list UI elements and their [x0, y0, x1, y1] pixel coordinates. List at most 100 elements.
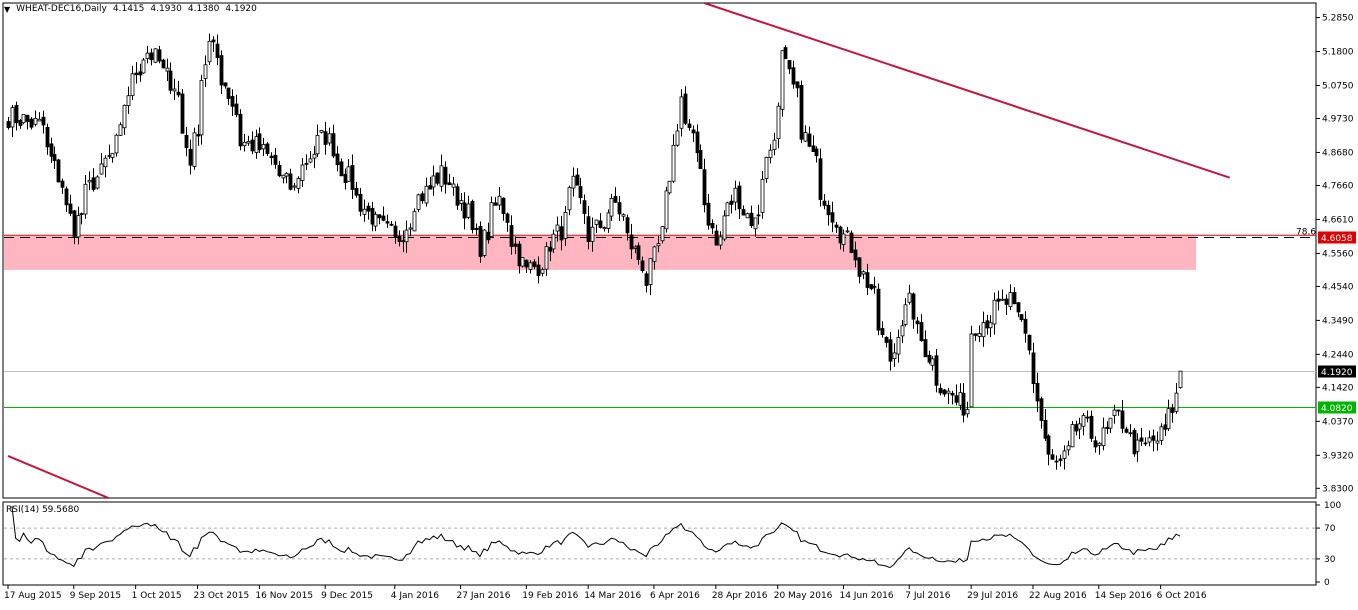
candle	[551, 229, 556, 253]
candle	[1043, 409, 1048, 442]
price-tick-label: 4.8680	[1322, 148, 1354, 158]
candle	[25, 114, 30, 130]
candle-body	[482, 229, 487, 256]
close-value: 4.1920	[225, 4, 257, 14]
candle-body	[300, 164, 305, 181]
candle	[830, 201, 835, 233]
candle	[1039, 396, 1044, 429]
trendline-1	[703, 3, 1231, 179]
candle	[636, 242, 641, 265]
price-tick-label: 4.4540	[1322, 282, 1354, 292]
candle-body	[1124, 428, 1129, 433]
candle-body	[366, 205, 371, 212]
candle	[172, 78, 177, 100]
candle	[822, 194, 827, 210]
candle	[520, 257, 525, 268]
candle-body	[644, 273, 649, 286]
candle-body	[192, 132, 197, 167]
candle-body	[857, 257, 862, 277]
candle-body	[261, 144, 266, 150]
candle-body	[358, 193, 363, 212]
candle-body	[911, 293, 916, 320]
candle	[652, 245, 657, 270]
candle	[242, 133, 247, 152]
candle-body	[636, 245, 641, 261]
candle-body	[21, 114, 26, 124]
candle-body	[865, 272, 870, 288]
candle-body	[505, 213, 510, 223]
candle	[598, 213, 603, 229]
candle	[880, 321, 885, 338]
candle-body	[745, 213, 750, 219]
candle-body	[138, 71, 143, 76]
time-tick-label: 14 Jun 2016	[839, 591, 893, 601]
open-value: 4.1415	[112, 4, 145, 14]
candle	[942, 388, 947, 397]
candle-body	[532, 261, 537, 267]
candle-body	[838, 226, 843, 244]
candle	[617, 196, 622, 222]
time-tick-label: 29 Jul 2016	[967, 591, 1018, 601]
candle	[404, 220, 409, 253]
candle	[393, 221, 398, 244]
candle-body	[1031, 352, 1036, 385]
symbol-label: WHEAT-DEC16,Daily	[16, 4, 107, 14]
candle-body	[749, 212, 754, 226]
candle-body	[304, 162, 309, 165]
candle	[45, 123, 50, 155]
candle-body	[1046, 435, 1051, 455]
candle-body	[876, 288, 881, 331]
candle	[451, 177, 456, 196]
candle-body	[1093, 440, 1098, 448]
candle	[443, 161, 448, 194]
candle-body	[869, 284, 874, 290]
candle-body	[56, 159, 61, 183]
candle-body	[188, 148, 193, 166]
candle-body	[478, 226, 483, 257]
candle-body	[246, 140, 251, 144]
candle	[582, 194, 587, 224]
candle-body	[602, 227, 607, 229]
candle-body	[714, 230, 719, 246]
candle	[586, 205, 591, 250]
candle-body	[811, 145, 816, 153]
candle	[1159, 423, 1164, 446]
level-tag-78.6	[1318, 231, 1356, 244]
candle-body	[691, 129, 696, 134]
candles-layer	[6, 33, 1183, 470]
candle	[660, 225, 665, 244]
candle	[377, 214, 382, 225]
candle-body	[617, 202, 622, 215]
candle	[710, 219, 715, 235]
candle-body	[988, 322, 993, 329]
candle	[664, 186, 669, 233]
candle-body	[273, 154, 278, 165]
candle	[110, 152, 115, 163]
time-tick-label: 4 Jan 2016	[391, 591, 439, 601]
candle-body	[79, 213, 84, 216]
candle-body	[1128, 432, 1133, 435]
candle-body	[741, 209, 746, 216]
candle	[439, 154, 444, 192]
candle-body	[455, 186, 460, 206]
candle	[1128, 424, 1133, 437]
candle-body	[544, 246, 549, 270]
candle-body	[536, 264, 541, 277]
candle-body	[122, 104, 127, 129]
candle	[312, 145, 317, 169]
candle-body	[981, 322, 986, 338]
candle	[698, 144, 703, 170]
candle-body	[1043, 419, 1048, 439]
candle-body	[633, 246, 638, 249]
time-tick-label: 17 Aug 2015	[4, 591, 62, 601]
candle-body	[335, 153, 340, 166]
candle	[1132, 428, 1137, 457]
header-triangle-icon[interactable]: ▼	[4, 4, 11, 14]
candle-body	[1000, 298, 1005, 301]
candle	[729, 194, 734, 214]
candle-body	[6, 121, 11, 128]
candle-body	[1112, 409, 1117, 416]
candle-body	[1077, 423, 1082, 430]
candle-body	[83, 183, 88, 215]
candle	[621, 213, 626, 221]
